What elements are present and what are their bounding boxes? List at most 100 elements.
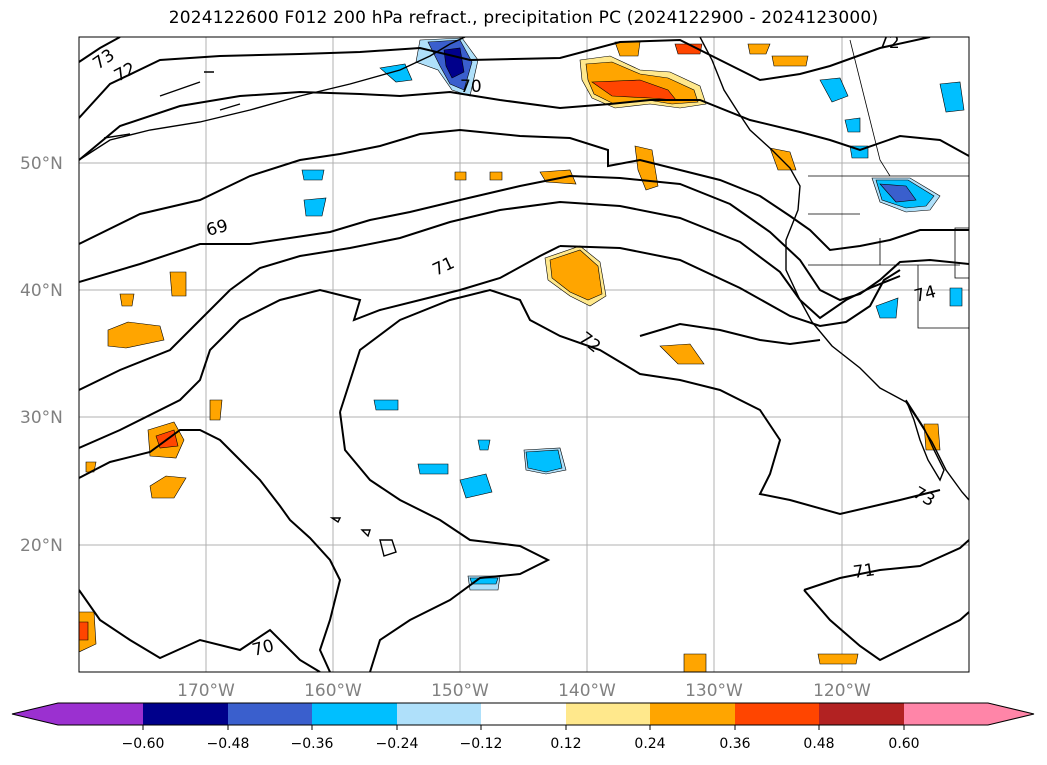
colorbar-tick-label: 0.48	[803, 736, 834, 752]
map-title: 2024122600 F012 200 hPa refract., precip…	[168, 8, 879, 28]
colorbar-tick-label: −0.24	[376, 736, 419, 752]
colorbar-tick-label: −0.60	[122, 736, 165, 752]
coastlines	[79, 37, 969, 557]
contour-line	[79, 128, 969, 252]
precip-area	[119, 293, 135, 307]
contour-line	[79, 589, 321, 672]
contour-line	[339, 288, 941, 516]
coastline-baja	[905, 399, 945, 482]
colorbar-swatch	[397, 703, 481, 725]
precipitation-shading	[79, 37, 965, 672]
lat-label-20n: 20°N	[20, 536, 63, 556]
precip-area	[303, 197, 327, 217]
border-alaska-canada	[849, 39, 891, 177]
lon-label-150w: 150°W	[431, 681, 489, 701]
colorbar-tick-label: 0.24	[634, 736, 665, 752]
colorbar-tick-label: 0.60	[888, 736, 919, 752]
colorbar-swatch	[481, 703, 566, 725]
precip-area	[107, 321, 165, 349]
map-frame	[78, 36, 970, 673]
map-panel: 73 72 70 72 69 71 72 71 74 73 70	[78, 33, 970, 673]
precip-area	[659, 343, 705, 365]
contour-line	[559, 245, 901, 328]
lon-label-170w: 170°W	[177, 681, 235, 701]
precip-area	[683, 653, 707, 672]
colorbar-outline	[11, 702, 1035, 726]
colorbar-swatch	[566, 703, 650, 725]
precip-area	[819, 77, 849, 103]
political-borders	[808, 39, 969, 329]
lon-label-160w: 160°W	[304, 681, 362, 701]
lon-label-120w: 120°W	[813, 681, 871, 701]
precip-area	[79, 621, 89, 641]
colorbar-extend-right	[988, 703, 1034, 725]
colorbar-tick-label: −0.36	[291, 736, 334, 752]
precip-area	[674, 43, 703, 55]
colorbar-swatch	[735, 703, 819, 725]
precip-area	[477, 439, 491, 451]
precip-area	[301, 169, 325, 181]
colorbar-swatch	[228, 703, 312, 725]
coastline-islands	[103, 71, 241, 139]
precip-area	[459, 473, 493, 499]
contour-line	[639, 322, 821, 346]
precip-area	[769, 147, 797, 171]
precip-area	[875, 297, 899, 319]
precip-area	[879, 183, 917, 203]
border-state-box	[954, 227, 969, 279]
lat-label-30n: 30°N	[20, 408, 63, 428]
colorbar-tick-label: −0.12	[460, 736, 503, 752]
colorbar-swatch	[819, 703, 904, 725]
contour-label: 72	[878, 33, 900, 53]
precip-area	[454, 171, 467, 181]
contour-line	[79, 200, 901, 391]
precip-area	[525, 449, 563, 473]
precip-area	[169, 271, 187, 297]
precip-area	[149, 475, 187, 499]
precip-area	[817, 653, 859, 665]
longitude-labels: 170°W 160°W 150°W 140°W 130°W 120°W	[177, 681, 871, 701]
gridlines	[79, 37, 969, 672]
lon-label-140w: 140°W	[558, 681, 616, 701]
contour-line	[79, 37, 931, 119]
precip-area	[923, 423, 941, 451]
colorbar-swatch	[904, 703, 988, 725]
precip-area	[417, 463, 449, 475]
colorbar-tick-label: 0.36	[719, 736, 750, 752]
contour-line	[79, 90, 969, 161]
colorbar-swatch	[650, 703, 735, 725]
precip-area	[549, 249, 603, 301]
precip-area	[771, 55, 809, 67]
colorbar-extend-left	[12, 703, 58, 725]
contour-line	[79, 429, 342, 672]
map-background	[79, 37, 969, 672]
precip-area	[209, 399, 223, 421]
precip-area	[489, 171, 503, 181]
colorbar-tick-label: −0.48	[207, 736, 250, 752]
coastline-hawaii	[329, 517, 397, 557]
lat-label-50n: 50°N	[20, 154, 63, 174]
lon-label-130w: 130°W	[685, 681, 743, 701]
contour-label: 71	[852, 560, 876, 583]
colorbar-swatch	[58, 703, 143, 725]
border-states	[808, 213, 969, 329]
contour-line	[339, 411, 551, 672]
colorbar-tick-label: 0.12	[550, 736, 581, 752]
precip-area	[844, 117, 861, 133]
contour-line	[79, 37, 121, 63]
colorbar-swatch	[312, 703, 397, 725]
colorbar: −0.60 −0.48 −0.36 −0.24 −0.12 0.12 0.24 …	[11, 702, 1035, 752]
refractivity-contours	[79, 37, 969, 672]
contour-line	[803, 539, 969, 662]
precip-area	[373, 399, 399, 411]
precip-area	[747, 43, 771, 55]
precip-area	[634, 145, 659, 191]
colorbar-swatch	[143, 703, 228, 725]
colorbar-ticks	[142, 725, 905, 730]
colorbar-tick-labels: −0.60 −0.48 −0.36 −0.24 −0.12 0.12 0.24 …	[122, 736, 920, 752]
precip-area	[949, 287, 963, 307]
lat-label-40n: 40°N	[20, 281, 63, 301]
precip-area	[939, 81, 965, 113]
contour-line	[79, 245, 561, 449]
